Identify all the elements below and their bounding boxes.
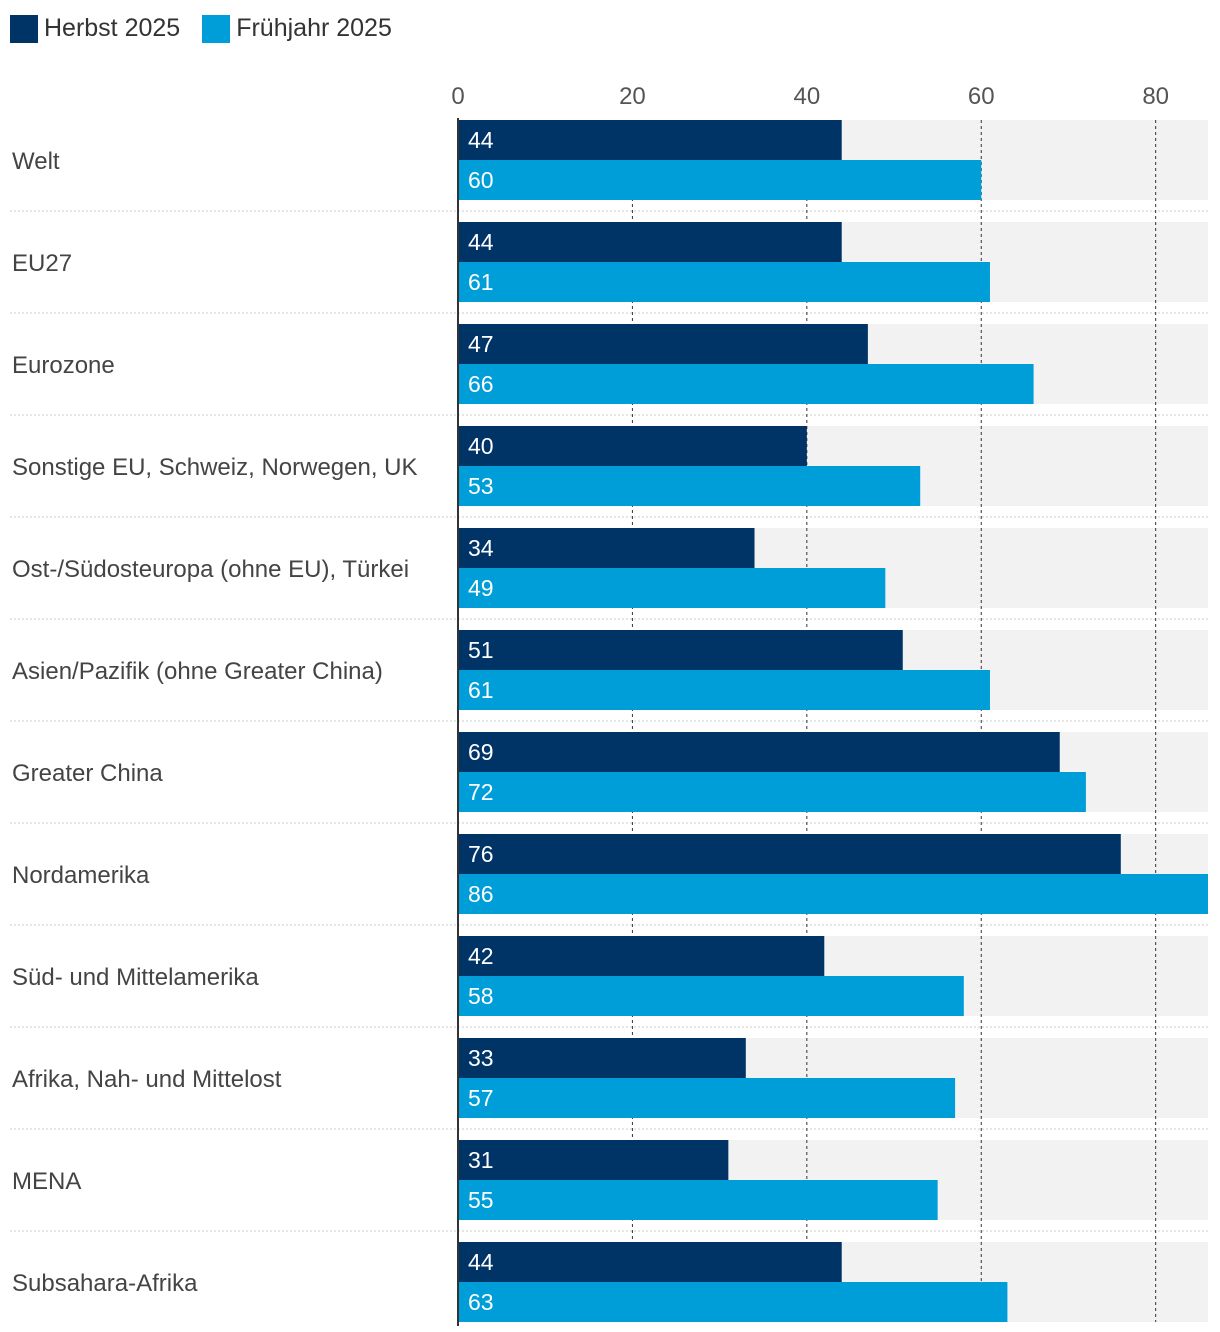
value-label-herbst: 69 xyxy=(468,739,494,765)
category-label: Nordamerika xyxy=(12,862,150,889)
legend-swatch-fruehjahr xyxy=(202,14,231,43)
bar-herbst[interactable] xyxy=(458,630,903,670)
x-tick-label: 20 xyxy=(619,83,646,110)
value-label-fruehjahr: 57 xyxy=(468,1085,494,1111)
value-label-herbst: 51 xyxy=(468,637,494,663)
value-label-herbst: 34 xyxy=(468,535,494,561)
bar-fruehjahr[interactable] xyxy=(458,1180,938,1220)
category-label: Eurozone xyxy=(12,352,115,379)
bar-fruehjahr[interactable] xyxy=(458,670,990,710)
bar-fruehjahr[interactable] xyxy=(458,772,1086,812)
value-label-fruehjahr: 72 xyxy=(468,779,494,805)
bar-herbst[interactable] xyxy=(458,222,842,262)
x-tick-label: 80 xyxy=(1142,83,1169,110)
value-label-fruehjahr: 61 xyxy=(468,269,494,295)
category-label: Afrika, Nah- und Mittelost xyxy=(12,1066,282,1093)
value-label-fruehjahr: 58 xyxy=(468,983,494,1009)
bar-herbst[interactable] xyxy=(458,1140,729,1180)
value-label-herbst: 42 xyxy=(468,943,494,969)
x-tick-label: 60 xyxy=(968,83,995,110)
bar-herbst[interactable] xyxy=(458,1038,746,1078)
bar-herbst[interactable] xyxy=(458,936,825,976)
value-label-herbst: 33 xyxy=(468,1045,494,1071)
category-label: Greater China xyxy=(12,760,163,787)
bar-herbst[interactable] xyxy=(458,1242,842,1282)
legend-item-fruehjahr[interactable]: Frühjahr 2025 xyxy=(202,14,392,43)
bar-fruehjahr[interactable] xyxy=(458,976,964,1016)
bar-herbst[interactable] xyxy=(458,426,807,466)
x-tick-label: 40 xyxy=(793,83,820,110)
value-label-herbst: 44 xyxy=(468,1249,494,1275)
bar-herbst[interactable] xyxy=(458,732,1060,772)
bar-fruehjahr[interactable] xyxy=(458,1282,1008,1322)
bar-herbst[interactable] xyxy=(458,324,868,364)
value-label-fruehjahr: 61 xyxy=(468,677,494,703)
category-label: Süd- und Mittelamerika xyxy=(12,964,259,991)
value-label-fruehjahr: 53 xyxy=(468,473,494,499)
value-label-herbst: 44 xyxy=(468,127,494,153)
bar-herbst[interactable] xyxy=(458,834,1121,874)
value-label-fruehjahr: 55 xyxy=(468,1187,494,1213)
value-label-herbst: 31 xyxy=(468,1147,494,1173)
value-label-fruehjahr: 86 xyxy=(468,881,494,907)
category-label: Ost-/Südosteuropa (ohne EU), Türkei xyxy=(12,556,409,583)
value-label-fruehjahr: 66 xyxy=(468,371,494,397)
category-label: Welt xyxy=(12,148,60,175)
bar-fruehjahr[interactable] xyxy=(458,874,1208,914)
legend-swatch-herbst xyxy=(10,14,38,43)
x-tick-label: 0 xyxy=(451,83,464,110)
legend-label-herbst: Herbst 2025 xyxy=(44,14,181,42)
value-label-herbst: 47 xyxy=(468,331,494,357)
value-label-herbst: 76 xyxy=(468,841,494,867)
legend-item-herbst[interactable]: Herbst 2025 xyxy=(10,14,180,43)
bar-fruehjahr[interactable] xyxy=(458,160,982,200)
category-label: Subsahara-Afrika xyxy=(12,1270,198,1297)
bar-herbst[interactable] xyxy=(458,120,842,160)
legend-label-fruehjahr: Frühjahr 2025 xyxy=(236,14,392,42)
bar-fruehjahr[interactable] xyxy=(458,262,990,302)
value-label-herbst: 44 xyxy=(468,229,494,255)
value-label-fruehjahr: 60 xyxy=(468,167,494,193)
bar-herbst[interactable] xyxy=(458,528,755,568)
legend: Herbst 2025 Frühjahr 2025 xyxy=(10,14,392,43)
value-label-fruehjahr: 49 xyxy=(468,575,494,601)
category-label: MENA xyxy=(12,1168,81,1195)
category-label: Sonstige EU, Schweiz, Norwegen, UK xyxy=(12,454,418,481)
category-label: Asien/Pazifik (ohne Greater China) xyxy=(12,658,383,685)
bar-fruehjahr[interactable] xyxy=(458,1078,956,1118)
value-label-fruehjahr: 63 xyxy=(468,1289,494,1315)
category-label: EU27 xyxy=(12,250,72,277)
bar-fruehjahr[interactable] xyxy=(458,364,1034,404)
bar-fruehjahr[interactable] xyxy=(458,568,886,608)
value-label-herbst: 40 xyxy=(468,433,494,459)
bar-fruehjahr[interactable] xyxy=(458,466,921,506)
